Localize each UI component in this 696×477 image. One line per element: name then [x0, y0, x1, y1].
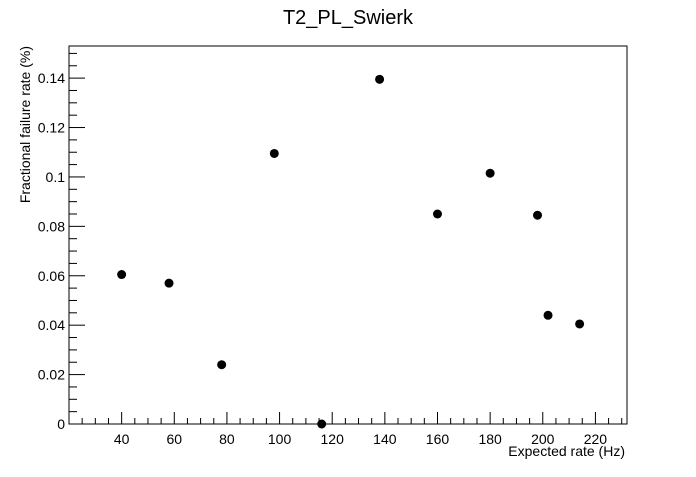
y-tick-label: 0.12 — [38, 120, 65, 136]
x-axis: 40 60 80 100 120 140 160 180 200 220 — [81, 412, 623, 447]
x-tick-label: 220 — [584, 431, 608, 447]
plot-frame — [68, 45, 628, 425]
data-point — [543, 310, 553, 320]
data-point — [164, 278, 174, 288]
data-points — [117, 74, 585, 429]
x-tick-label: 120 — [321, 431, 345, 447]
y-tick-label: 0.02 — [38, 367, 65, 383]
data-point — [533, 210, 543, 220]
chart-title: T2_PL_Swierk — [283, 7, 414, 29]
x-axis-label: Expected rate (Hz) — [508, 443, 625, 459]
data-point — [575, 319, 585, 329]
y-axis-label: Fractional failure rate (%) — [17, 46, 33, 203]
x-tick-label: 80 — [219, 431, 235, 447]
data-point — [217, 360, 227, 370]
data-point — [269, 148, 279, 158]
y-tick-label: 0.1 — [46, 169, 66, 185]
data-point — [432, 209, 442, 219]
data-point — [317, 419, 327, 429]
y-tick-label: 0.04 — [38, 317, 65, 333]
x-tick-label: 140 — [373, 431, 397, 447]
y-tick-label: 0.08 — [38, 218, 65, 234]
data-point — [117, 270, 127, 280]
y-tick-label: 0.14 — [38, 70, 65, 86]
x-tick-label: 160 — [426, 431, 450, 447]
y-tick-label: 0.06 — [38, 268, 65, 284]
x-tick-label: 180 — [478, 431, 502, 447]
y-tick-label: 0 — [57, 416, 65, 432]
x-tick-label: 40 — [114, 431, 130, 447]
x-tick-label: 100 — [268, 431, 292, 447]
data-point — [485, 168, 495, 178]
y-axis: 0 0.02 0.04 0.06 0.08 0.1 0.12 0.14 — [38, 52, 85, 432]
x-tick-label: 200 — [531, 431, 555, 447]
data-point — [375, 74, 385, 84]
x-tick-label: 60 — [166, 431, 182, 447]
